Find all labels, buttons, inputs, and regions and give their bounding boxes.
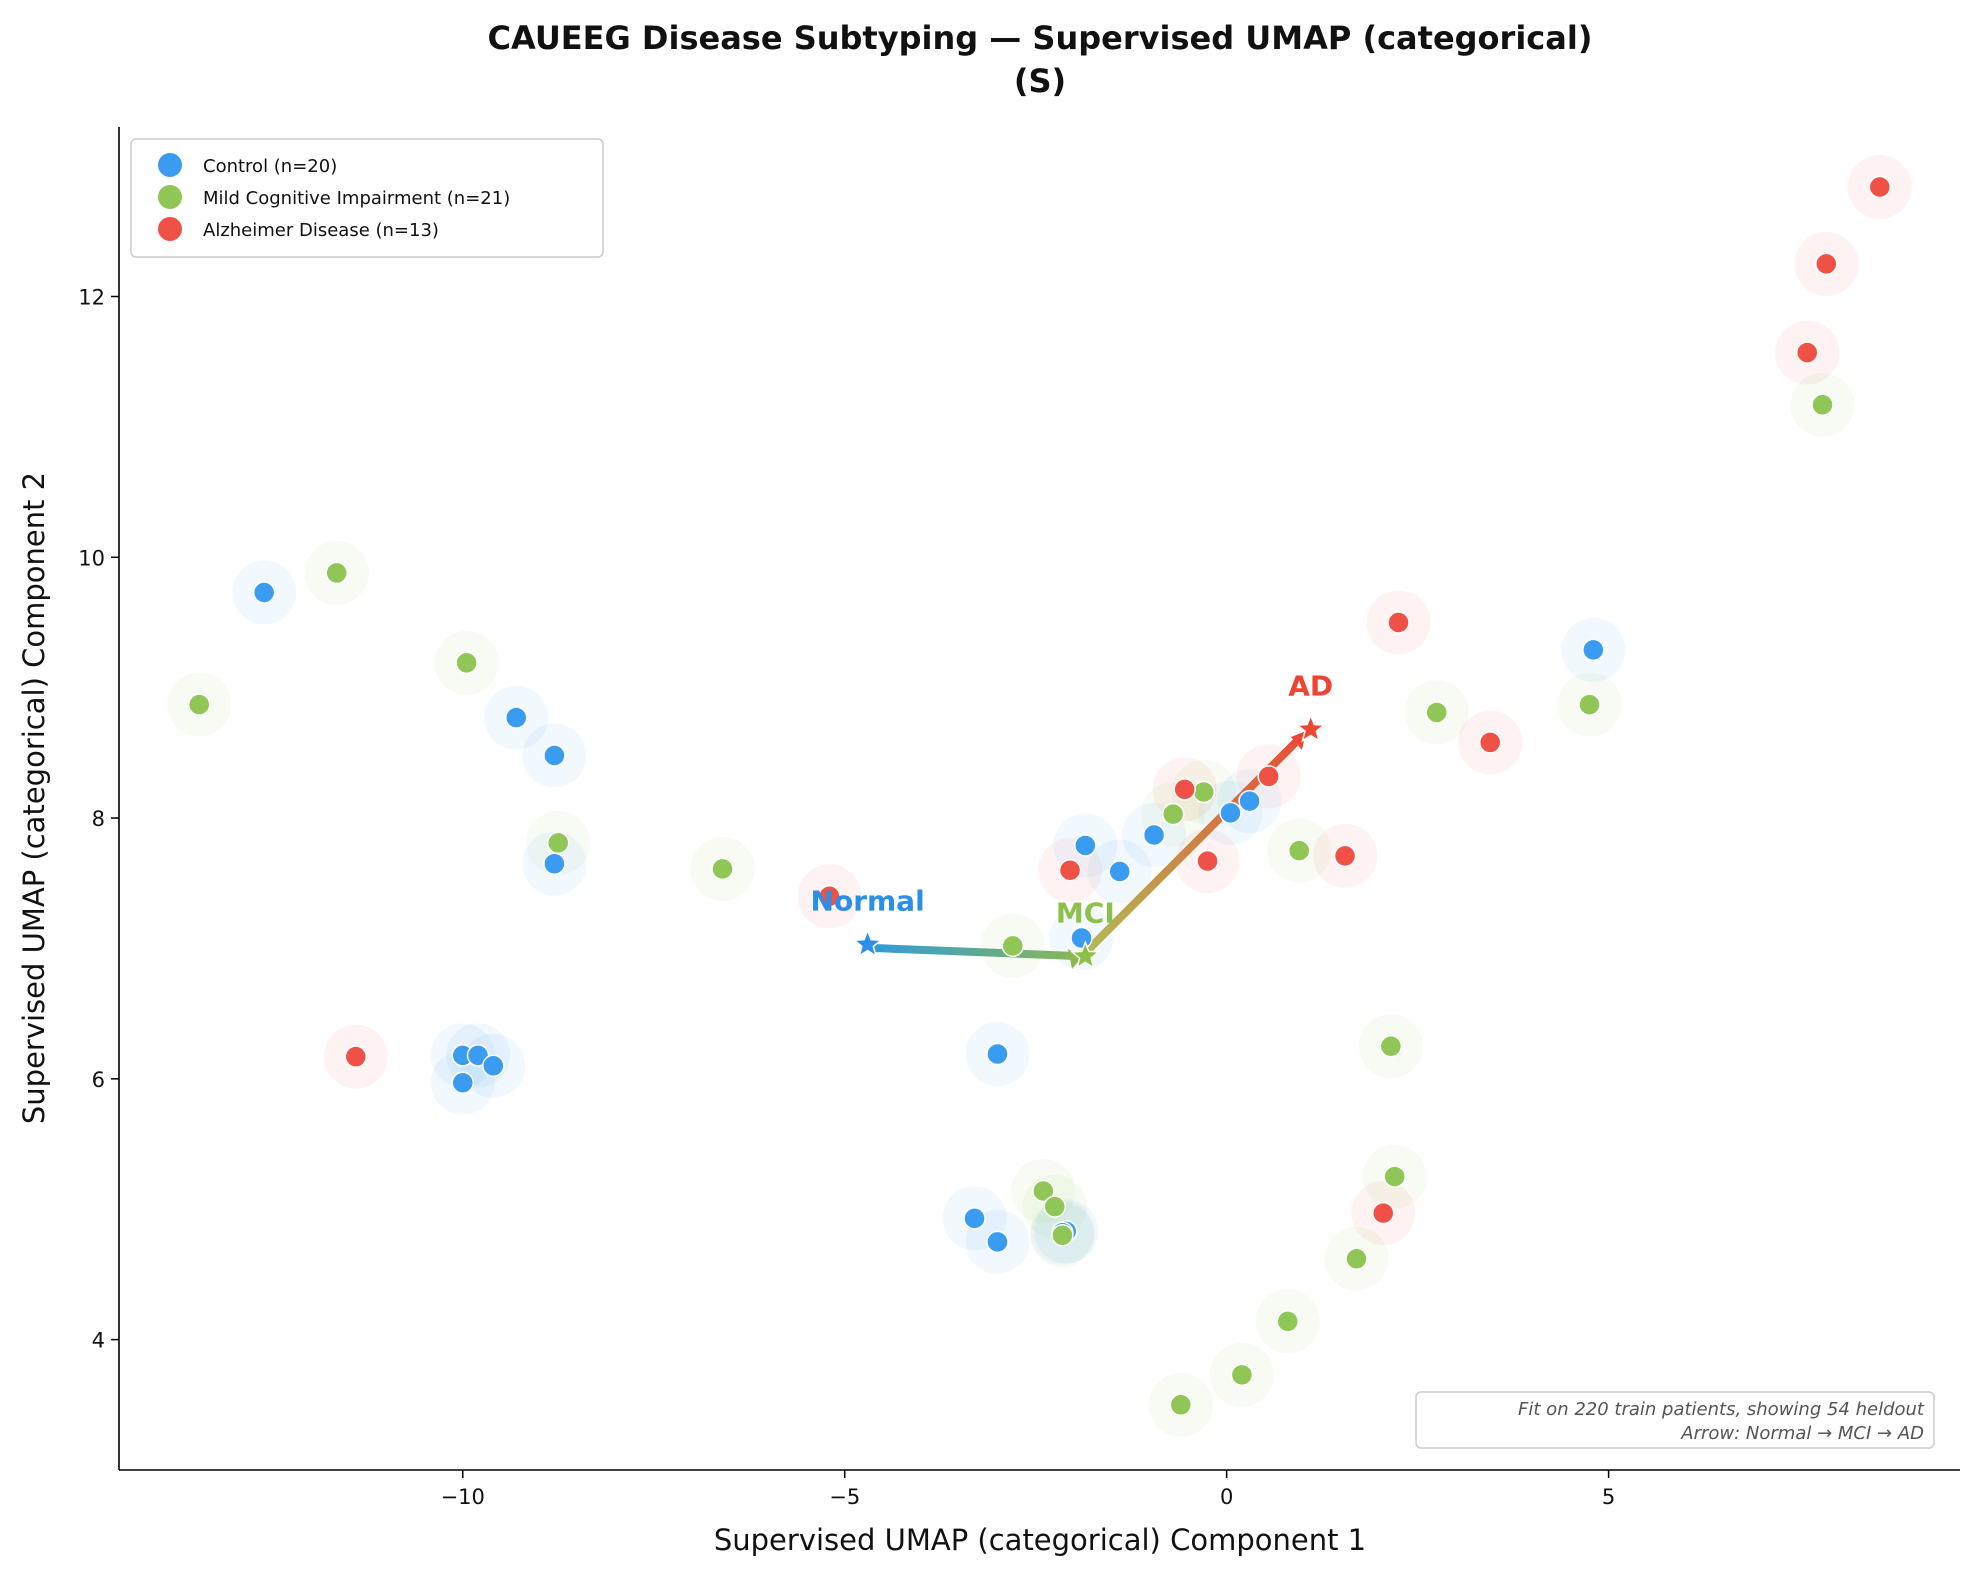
point-ad xyxy=(1058,858,1082,882)
point-halos xyxy=(167,154,1912,1437)
centroid-star-mci xyxy=(1070,940,1101,970)
x-tick-label: −10 xyxy=(441,1485,485,1509)
x-tick-label: 5 xyxy=(1602,1485,1615,1509)
point-mci xyxy=(1161,802,1185,826)
axes xyxy=(118,127,1960,1471)
point-mci xyxy=(1287,839,1311,862)
point-mci xyxy=(1032,1179,1055,1203)
point-mci xyxy=(1383,1165,1406,1188)
point-control xyxy=(482,1054,505,1078)
centroid-star-control xyxy=(852,928,883,958)
point-mci xyxy=(1425,701,1448,724)
y-tick-label: 4 xyxy=(92,1329,105,1353)
legend: Control (n=20) Mild Cognitive Impairment… xyxy=(130,138,604,258)
point-ad xyxy=(1196,849,1219,873)
point-control xyxy=(451,1071,475,1094)
point-control xyxy=(252,581,276,604)
point-mci xyxy=(1578,693,1601,716)
point-ad xyxy=(1173,778,1196,801)
point-mci xyxy=(325,561,348,585)
point-control xyxy=(986,1230,1009,1254)
point-control xyxy=(1108,860,1131,883)
point-mci xyxy=(1345,1247,1368,1271)
y-tick-label: 10 xyxy=(78,546,105,570)
annotation-line1: Fit on 220 train patients, showing 54 he… xyxy=(1518,1399,1925,1420)
point-mci xyxy=(1811,393,1834,416)
point-ad xyxy=(1795,341,1819,364)
point-mci xyxy=(1192,780,1215,804)
point-mci xyxy=(187,693,211,716)
point-mci xyxy=(1051,1224,1074,1247)
point-control xyxy=(543,852,566,875)
legend-marker-control xyxy=(158,153,182,177)
point-ad xyxy=(1815,252,1838,276)
arrowhead-mci xyxy=(1068,949,1082,969)
point-control xyxy=(986,1042,1009,1066)
legend-label-ad: Alzheimer Disease (n=13) xyxy=(203,220,439,241)
point-control xyxy=(1582,638,1605,662)
point-control xyxy=(1142,823,1166,847)
point-ad xyxy=(1387,611,1410,634)
point-control xyxy=(1219,801,1242,825)
point-ad xyxy=(1333,844,1357,868)
point-ad xyxy=(1868,175,1892,199)
axis-ticks: −10 −5 0 5 4 6 8 10 12 xyxy=(78,286,1615,1509)
chart-title-line2: (S) xyxy=(1014,62,1066,100)
point-ad xyxy=(1257,765,1280,788)
point-ad xyxy=(818,885,841,908)
point-control xyxy=(504,706,528,729)
fit-annotation: Fit on 220 train patients, showing 54 he… xyxy=(1415,1391,1935,1449)
legend-label-control: Control (n=20) xyxy=(203,156,337,177)
point-ad xyxy=(1372,1201,1395,1225)
legend-marker-mci xyxy=(158,185,182,209)
data-points xyxy=(187,175,1892,1417)
centroid-label-ad: AD xyxy=(1288,669,1333,702)
legend-box xyxy=(130,138,604,258)
x-tick-label: 0 xyxy=(1220,1485,1233,1509)
point-mci xyxy=(1379,1034,1403,1058)
legend-label-mci: Mild Cognitive Impairment (n=21) xyxy=(203,188,510,209)
chart-title-line1: CAUEEG Disease Subtyping — Supervised UM… xyxy=(488,19,1593,57)
point-mci xyxy=(1230,1363,1254,1387)
point-mci xyxy=(455,651,478,675)
centroid-star-ad xyxy=(1295,713,1326,743)
centroid-label-mci: MCI xyxy=(1056,896,1115,929)
point-control xyxy=(543,744,566,767)
point-mci xyxy=(1276,1310,1300,1333)
point-control xyxy=(1070,926,1093,950)
point-mci xyxy=(711,857,734,881)
centroid-markers: Normal MCI AD xyxy=(811,669,1333,970)
y-tick-label: 6 xyxy=(92,1068,105,1092)
point-mci xyxy=(1043,1195,1067,1218)
annotation-box xyxy=(1415,1391,1935,1449)
x-axis-label: Supervised UMAP (categorical) Component … xyxy=(714,1523,1366,1557)
centroid-label-control: Normal xyxy=(811,885,925,918)
point-mci xyxy=(1001,934,1025,958)
point-mci xyxy=(546,831,570,855)
point-ad xyxy=(344,1045,368,1068)
x-tick-label: −5 xyxy=(829,1485,860,1509)
y-axis-label: Supervised UMAP (categorical) Component … xyxy=(17,472,51,1124)
point-control xyxy=(963,1207,986,1230)
arrowhead-ad xyxy=(1291,731,1306,750)
y-tick-label: 12 xyxy=(78,286,105,310)
point-control xyxy=(466,1044,490,1067)
point-ad xyxy=(1478,731,1502,754)
legend-marker-ad xyxy=(158,217,182,241)
annotation-line2: Arrow: Normal → MCI → AD xyxy=(1680,1423,1924,1444)
y-tick-label: 8 xyxy=(92,807,105,831)
point-mci xyxy=(1169,1393,1193,1417)
arrow-normal-to-mci xyxy=(870,944,1080,960)
point-control xyxy=(1238,789,1261,813)
point-control xyxy=(1074,834,1097,857)
